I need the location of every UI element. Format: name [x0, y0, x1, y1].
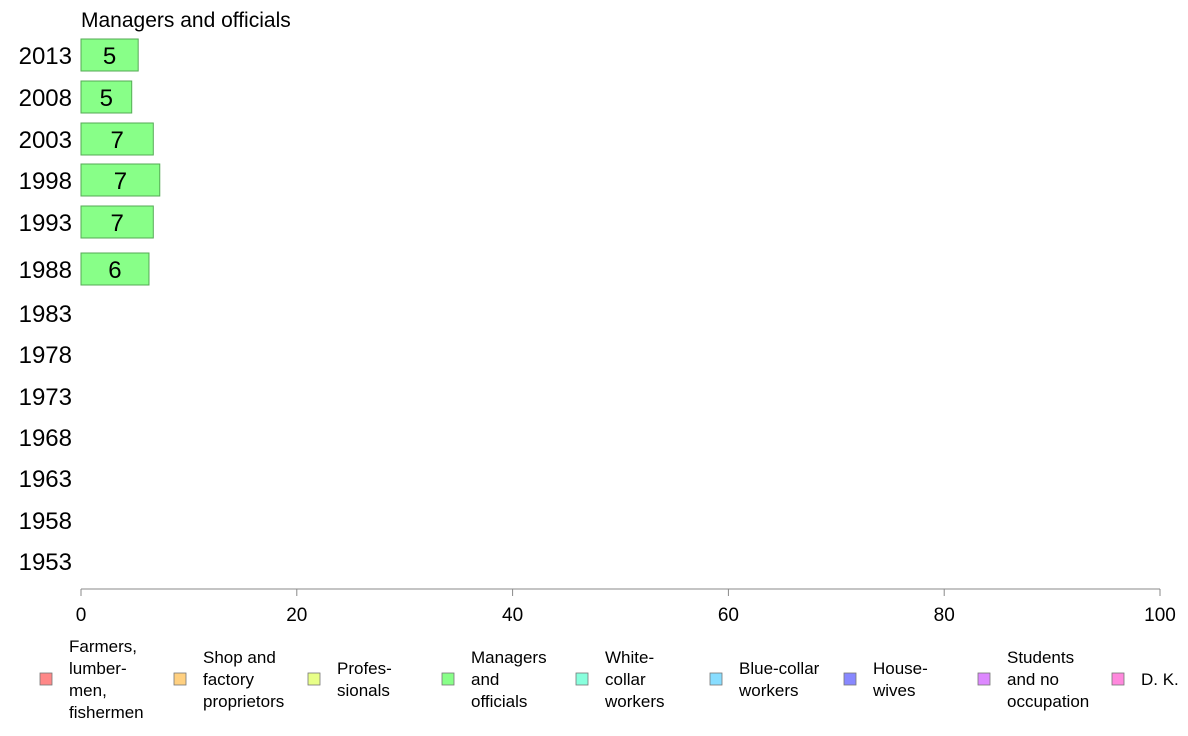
y-tick-label: 2008: [19, 85, 72, 112]
y-tick-label: 1958: [19, 508, 72, 535]
legend-label: sionals: [337, 681, 390, 700]
legend-swatch: [709, 672, 723, 686]
legend-label: officials: [471, 692, 527, 711]
legend-label: Profes-: [337, 659, 392, 678]
legend-label: workers: [738, 681, 799, 700]
legend-swatch: [307, 672, 321, 686]
y-tick-label: 1993: [19, 210, 72, 237]
data-label: 7: [110, 210, 123, 237]
legend-label: Blue-collar: [739, 659, 820, 678]
data-label: 5: [103, 43, 116, 70]
legend-swatch: [977, 672, 991, 686]
bar: [80, 80, 133, 114]
chart-title: Managers and officials: [81, 9, 291, 32]
bar: [80, 163, 161, 197]
legend-label: D. K.: [1141, 670, 1179, 689]
legend-label: and no: [1007, 670, 1059, 689]
y-tick-label: 1973: [19, 384, 72, 411]
bar: [80, 205, 154, 239]
data-label: 7: [110, 127, 123, 154]
legend-swatch: [1111, 672, 1125, 686]
legend-label: proprietors: [203, 692, 284, 711]
legend-label: factory: [203, 670, 255, 689]
legend-swatch: [441, 672, 455, 686]
legend-label: Students: [1007, 648, 1074, 667]
y-tick-label: 1983: [19, 301, 72, 328]
y-tick-label: 2013: [19, 43, 72, 70]
x-tick-label: 80: [934, 605, 955, 626]
legend-swatch: [39, 672, 53, 686]
y-tick-label: 1988: [19, 257, 72, 284]
legend-label: occupation: [1007, 692, 1089, 711]
y-tick-label: 1978: [19, 342, 72, 369]
x-tick-label: 0: [76, 605, 87, 626]
data-label: 7: [114, 168, 127, 195]
x-tick-label: 60: [718, 605, 739, 626]
x-tick-label: 40: [502, 605, 523, 626]
legend-label: wives: [872, 681, 916, 700]
legend-swatch: [575, 672, 589, 686]
legend-label: Farmers,: [69, 637, 137, 656]
y-tick-label: 1953: [19, 549, 72, 576]
legend-label: and: [471, 670, 499, 689]
legend-label: White-: [605, 648, 654, 667]
legend-label: workers: [604, 692, 665, 711]
legend-label: House-: [873, 659, 928, 678]
x-tick-label: 100: [1144, 605, 1176, 626]
legend-label: collar: [605, 670, 646, 689]
data-label: 5: [100, 85, 113, 112]
bar: [80, 38, 139, 72]
legend-label: fishermen: [69, 703, 144, 722]
bar: [80, 122, 154, 156]
x-tick-label: 20: [286, 605, 307, 626]
bar: [80, 252, 150, 286]
y-tick-label: 1963: [19, 466, 72, 493]
y-tick-label: 1968: [19, 425, 72, 452]
legend-label: men,: [69, 681, 107, 700]
data-label: 6: [108, 257, 121, 284]
legend-label: lumber-: [69, 659, 127, 678]
legend-swatch: [843, 672, 857, 686]
legend-label: Managers: [471, 648, 547, 667]
legend-label: Shop and: [203, 648, 276, 667]
y-tick-label: 2003: [19, 127, 72, 154]
y-tick-label: 1998: [19, 168, 72, 195]
legend-swatch: [173, 672, 187, 686]
